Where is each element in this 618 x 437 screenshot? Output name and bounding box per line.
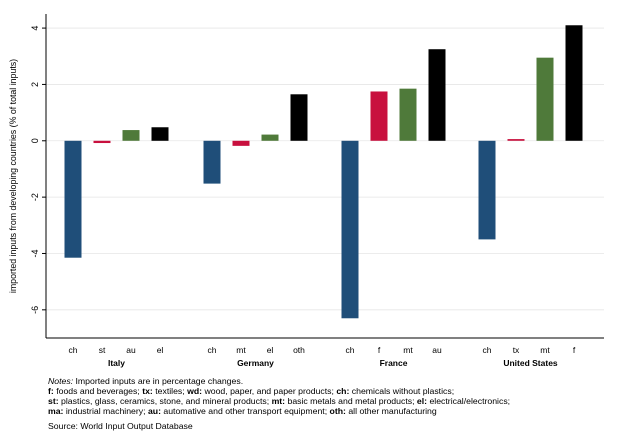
notes-code: wd: bbox=[187, 386, 203, 396]
notes-code: tx: bbox=[142, 386, 153, 396]
notes-line-3: st: plastics, glass, ceramics, stone, an… bbox=[48, 396, 613, 406]
y-tick-label: 2 bbox=[30, 82, 40, 87]
x-tick-label: ch bbox=[346, 345, 355, 355]
notes-code-description: wood, paper, and paper products; bbox=[202, 386, 337, 396]
notes-code-description: textiles; bbox=[152, 386, 188, 396]
bar-chart: -6 -4 -2 0 2 4 imported inputs from developing… bbox=[8, 14, 604, 368]
group-label: Germany bbox=[237, 358, 274, 368]
bar-france-f bbox=[370, 91, 388, 141]
bar-italy-ch bbox=[64, 140, 82, 258]
axis-labels: -6 -4 -2 0 2 4 imported inputs from developing… bbox=[8, 26, 576, 368]
x-tick-label: oth bbox=[293, 345, 305, 355]
y-axis-title: imported inputs from developing countrie… bbox=[8, 59, 18, 293]
bar-germany-oth bbox=[290, 94, 308, 141]
x-tick-label: el bbox=[267, 345, 274, 355]
notes-code-description: automative and other transport equipment… bbox=[160, 406, 330, 416]
notes-code-description: basic metals and metal products; bbox=[285, 396, 417, 406]
notes-code-description: all other manufacturing bbox=[345, 406, 437, 416]
bar-france-mt bbox=[399, 88, 417, 141]
bar-france-au bbox=[428, 49, 446, 141]
notes-code: au: bbox=[147, 406, 161, 416]
bar-germany-el bbox=[261, 134, 279, 141]
x-tick-label: ch bbox=[208, 345, 217, 355]
bar-united-states-tx bbox=[507, 139, 525, 141]
bar-germany-ch bbox=[203, 140, 221, 184]
y-tick-label: 4 bbox=[30, 26, 40, 31]
notes-line-1: Notes: Imported inputs are in percentage… bbox=[48, 376, 613, 386]
notes-code: el: bbox=[416, 396, 428, 406]
x-tick-label: f bbox=[573, 345, 576, 355]
notes-code: mt: bbox=[271, 396, 286, 406]
x-tick-label: tx bbox=[513, 345, 520, 355]
bar-italy-au bbox=[122, 130, 140, 141]
group-label: France bbox=[380, 358, 408, 368]
y-tick-label: -2 bbox=[30, 193, 40, 201]
notes-code-description: plastics, glass, ceramics, stone, and mi… bbox=[58, 396, 272, 406]
notes-code-description: industrial machinery; bbox=[63, 406, 148, 416]
notes-code: ch: bbox=[336, 386, 350, 396]
bar-france-ch bbox=[341, 140, 359, 319]
notes-code-description: electrical/electronics; bbox=[427, 396, 511, 406]
bar-italy-el bbox=[151, 127, 169, 141]
axes bbox=[42, 14, 604, 339]
notes-code: f: bbox=[48, 386, 54, 396]
bars bbox=[64, 25, 583, 319]
x-tick-label: mt bbox=[540, 345, 550, 355]
x-tick-label: f bbox=[378, 345, 381, 355]
group-label: United States bbox=[503, 358, 558, 368]
notes-label: Notes: bbox=[48, 376, 74, 386]
notes-code-description: foods and beverages; bbox=[53, 386, 143, 396]
notes-code: ma: bbox=[48, 406, 64, 416]
notes-code-description: chemicals without plastics; bbox=[349, 386, 455, 396]
x-tick-label: mt bbox=[236, 345, 246, 355]
x-tick-label: ch bbox=[483, 345, 492, 355]
notes-intro-text: Imported inputs are in percentage change… bbox=[73, 376, 244, 386]
x-tick-label: au bbox=[126, 345, 136, 355]
source-note: Source: World Input Output Database bbox=[48, 421, 193, 431]
y-tick-label: 0 bbox=[30, 138, 40, 143]
x-tick-label: ch bbox=[69, 345, 78, 355]
notes-code: oth: bbox=[329, 406, 346, 416]
bar-united-states-f bbox=[565, 25, 583, 141]
notes-line-2: f: foods and beverages; tx: textiles; wd… bbox=[48, 386, 613, 396]
gridlines bbox=[46, 27, 604, 311]
group-label: Italy bbox=[108, 358, 125, 368]
bar-italy-st bbox=[93, 140, 111, 144]
chart-notes: Notes: Imported inputs are in percentage… bbox=[48, 376, 613, 431]
x-tick-label: el bbox=[157, 345, 164, 355]
notes-line-4: ma: industrial machinery; au: automative… bbox=[48, 406, 613, 416]
y-tick-label: -6 bbox=[30, 306, 40, 314]
x-tick-label: au bbox=[432, 345, 442, 355]
notes-code: st: bbox=[48, 396, 59, 406]
bar-united-states-ch bbox=[478, 140, 496, 240]
bar-germany-mt bbox=[232, 140, 250, 146]
y-tick-label: -4 bbox=[30, 249, 40, 257]
x-tick-label: mt bbox=[403, 345, 413, 355]
x-tick-label: st bbox=[99, 345, 106, 355]
bar-united-states-mt bbox=[536, 57, 554, 141]
